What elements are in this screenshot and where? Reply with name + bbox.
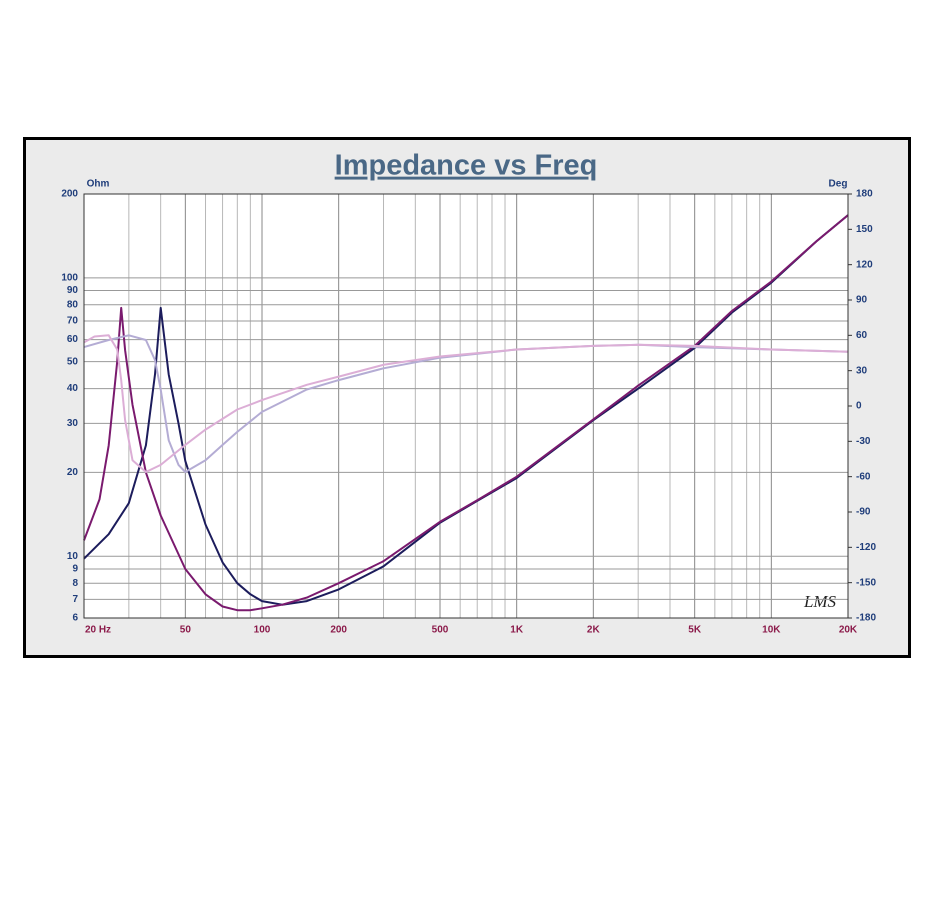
plot-area: [84, 194, 848, 618]
y2-tick-label: 30: [856, 365, 868, 376]
annotation: LMS: [803, 592, 837, 611]
x-tick-label: 20 Hz: [85, 625, 111, 636]
x-tick-label: 500: [432, 625, 449, 636]
y2-tick-label: -120: [856, 542, 876, 553]
x-tick-label: 5K: [688, 625, 702, 636]
y2-tick-label: 0: [856, 401, 862, 412]
y-tick-label: 70: [67, 316, 79, 327]
series-line: [83, 214, 849, 606]
y-tick-label: 8: [72, 578, 78, 589]
y-tick-label: 40: [67, 383, 79, 394]
y2-tick-label: 150: [856, 224, 873, 235]
y2-tick-label: 90: [856, 295, 868, 306]
x-tick-label: 20K: [839, 625, 858, 636]
x-tick-label: 100: [254, 625, 271, 636]
y-tick-label: 20: [67, 467, 79, 478]
x-tick-label: 50: [180, 625, 192, 636]
y-tick-label: 60: [67, 334, 79, 345]
x-tick-label: 2K: [587, 625, 601, 636]
y2-tick-label: 60: [856, 330, 868, 341]
y2-tick-label: -180: [856, 613, 876, 624]
y-axis-label: Ohm: [87, 179, 110, 190]
y2-tick-label: 120: [856, 259, 873, 270]
y-tick-label: 90: [67, 285, 79, 296]
y-tick-label: 50: [67, 356, 79, 367]
y2-tick-label: 180: [856, 189, 873, 200]
y-tick-label: 7: [72, 594, 78, 605]
x-tick-label: 1K: [510, 625, 524, 636]
y-tick-label: 200: [61, 189, 78, 200]
y2-tick-label: -150: [856, 577, 876, 588]
y2-tick-label: -30: [856, 436, 871, 447]
y2-tick-label: -60: [856, 471, 871, 482]
y2-axis-label: Deg: [829, 179, 848, 190]
x-tick-label: 200: [330, 625, 347, 636]
series-line: [83, 334, 849, 473]
chart-title: Impedance vs Freq: [335, 150, 598, 182]
y-tick-label: 100: [61, 272, 78, 283]
x-tick-label: 10K: [762, 625, 781, 636]
y-tick-label: 80: [67, 299, 79, 310]
y-tick-label: 30: [67, 418, 79, 429]
y-tick-label: 6: [72, 613, 78, 624]
y-tick-label: 10: [67, 551, 79, 562]
y-tick-label: 9: [72, 564, 78, 575]
y2-tick-label: -90: [856, 507, 871, 518]
